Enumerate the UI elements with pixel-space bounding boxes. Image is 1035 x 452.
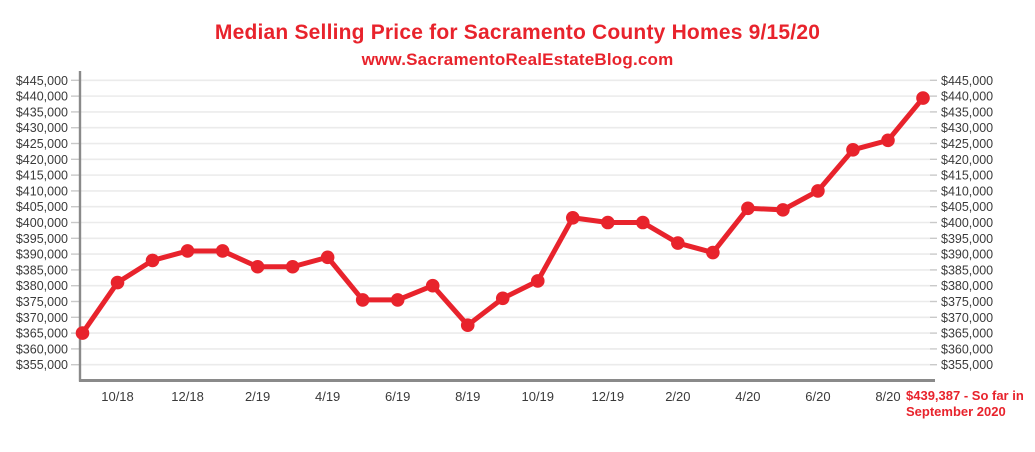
data-point bbox=[881, 133, 895, 148]
data-point bbox=[741, 201, 755, 216]
y-tick-label-left: $405,000 bbox=[16, 200, 68, 214]
grid-lines bbox=[81, 79, 930, 366]
y-tick-label-left: $395,000 bbox=[16, 232, 68, 246]
data-point bbox=[110, 275, 125, 290]
x-tick-label: 4/19 bbox=[315, 389, 340, 404]
y-tick-label-left: $445,000 bbox=[16, 74, 68, 88]
annotation-line-2: September 2020 bbox=[906, 404, 1006, 419]
y-tick-label-right: $410,000 bbox=[941, 184, 993, 198]
annotation-line-1: $439,387 - So far in bbox=[906, 388, 1024, 403]
data-point bbox=[565, 210, 580, 225]
y-tick-label-left: $375,000 bbox=[16, 295, 68, 309]
y-tick-label-left: $440,000 bbox=[16, 90, 68, 104]
y-tick-label-left: $360,000 bbox=[16, 342, 68, 356]
y-tick-label-right: $425,000 bbox=[941, 137, 993, 151]
y-tick-label-right: $390,000 bbox=[941, 248, 993, 262]
y-tick-label-left: $420,000 bbox=[16, 153, 68, 167]
data-point bbox=[636, 215, 650, 230]
x-tick-label: 12/18 bbox=[171, 389, 204, 404]
data-point bbox=[145, 253, 160, 268]
data-points bbox=[75, 91, 930, 340]
current-value-annotation: $439,387 - So far in September 2020 bbox=[906, 388, 1035, 420]
axes bbox=[78, 71, 935, 382]
y-tick-label-left: $385,000 bbox=[16, 263, 68, 277]
data-point bbox=[706, 245, 720, 260]
y-tick-label-right: $405,000 bbox=[941, 200, 993, 214]
x-tick-label: 4/20 bbox=[735, 389, 760, 404]
data-point bbox=[495, 291, 510, 306]
y-tick-label-left: $410,000 bbox=[16, 184, 68, 198]
y-tick-label-right: $395,000 bbox=[941, 232, 993, 246]
y-tick-label-right: $365,000 bbox=[941, 327, 993, 341]
chart-title: Median Selling Price for Sacramento Coun… bbox=[214, 21, 821, 44]
data-point bbox=[460, 318, 475, 333]
y-tick-label-left: $415,000 bbox=[16, 169, 68, 183]
y-tick-label-left: $435,000 bbox=[16, 105, 68, 119]
y-tick-label-right: $355,000 bbox=[941, 358, 993, 372]
y-tick-label-left: $365,000 bbox=[16, 327, 68, 341]
y-axis-labels-left: $445,000 $440,000$435,000 $430,000 $425,000… bbox=[16, 74, 68, 372]
x-tick-label: 8/20 bbox=[875, 389, 900, 404]
axis-ticks bbox=[71, 79, 937, 366]
x-axis-labels: 10/18 12/18 2/19 4/19 6/19 8/19 10/19 12/19 2/20… bbox=[101, 389, 900, 404]
y-tick-label-left: $390,000 bbox=[16, 248, 68, 262]
data-point bbox=[846, 143, 860, 157]
data-point bbox=[916, 91, 930, 105]
data-point bbox=[776, 203, 790, 217]
y-axis-labels-right: $445,000 $440,000$435,000 $430,000 $425,000… bbox=[941, 74, 993, 372]
x-tick-label: 8/19 bbox=[455, 389, 480, 404]
y-tick-label-right: $375,000 bbox=[941, 295, 993, 309]
y-tick-label-left: $425,000 bbox=[16, 137, 68, 151]
y-tick-label-left: $430,000 bbox=[16, 121, 68, 135]
y-tick-label-left: $400,000 bbox=[16, 216, 68, 230]
y-tick-label-right: $430,000 bbox=[941, 121, 993, 135]
data-point bbox=[425, 278, 440, 293]
data-point bbox=[601, 215, 615, 230]
data-point bbox=[671, 236, 685, 250]
x-tick-label: 10/19 bbox=[521, 389, 554, 404]
y-tick-label-right: $445,000 bbox=[941, 74, 993, 88]
chart-subtitle: www.SacramentoRealEstateBlog.com bbox=[361, 50, 674, 69]
data-point bbox=[390, 293, 405, 307]
y-tick-label-right: $420,000 bbox=[941, 153, 993, 167]
data-point bbox=[355, 293, 370, 307]
data-point bbox=[180, 244, 195, 258]
data-point bbox=[530, 274, 545, 288]
x-tick-label: 10/18 bbox=[101, 389, 134, 404]
data-point bbox=[811, 184, 825, 198]
y-tick-label-right: $380,000 bbox=[941, 279, 993, 293]
data-point bbox=[215, 244, 230, 258]
data-point bbox=[320, 250, 335, 265]
y-tick-label-right: $400,000 bbox=[941, 216, 993, 230]
x-tick-label: 2/20 bbox=[665, 389, 690, 404]
x-tick-label: 12/19 bbox=[592, 389, 625, 404]
y-tick-label-right: $370,000 bbox=[941, 311, 993, 325]
y-tick-label-right: $415,000 bbox=[941, 169, 993, 183]
y-tick-label-left: $380,000 bbox=[16, 279, 68, 293]
x-tick-label: 6/20 bbox=[805, 389, 830, 404]
y-tick-label-left: $370,000 bbox=[16, 311, 68, 325]
y-tick-label-right: $435,000 bbox=[941, 105, 993, 119]
y-tick-label-left: $355,000 bbox=[16, 358, 68, 372]
x-tick-label: 2/19 bbox=[245, 389, 270, 404]
data-point bbox=[75, 326, 90, 340]
data-point bbox=[285, 259, 300, 274]
data-point bbox=[250, 259, 265, 274]
y-tick-label-right: $440,000 bbox=[941, 90, 993, 104]
x-tick-label: 6/19 bbox=[385, 389, 410, 404]
y-tick-label-right: $360,000 bbox=[941, 342, 993, 356]
y-tick-label-right: $385,000 bbox=[941, 263, 993, 277]
